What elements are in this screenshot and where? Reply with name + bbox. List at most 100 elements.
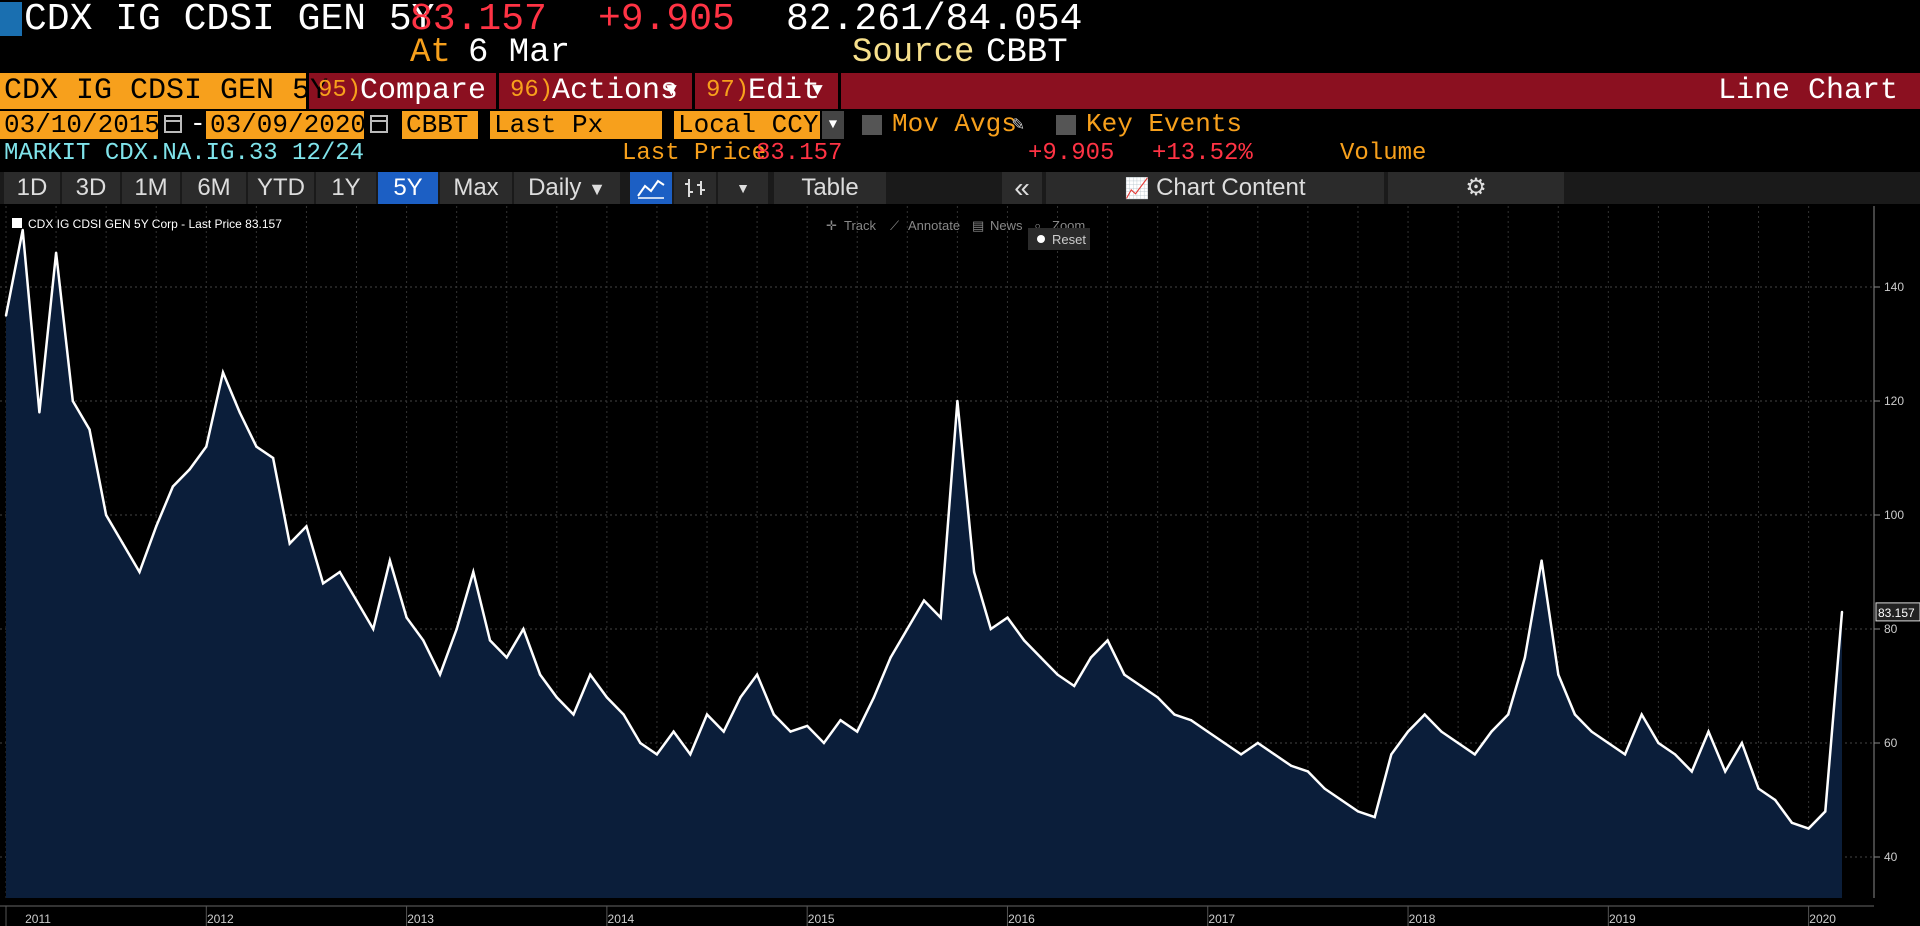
price-point — [1640, 713, 1643, 716]
x-tick-label: 2013 — [407, 912, 434, 926]
period-1d[interactable]: 1D — [4, 172, 60, 204]
start-date-input[interactable]: 03/10/2015 — [0, 111, 160, 139]
key-events-label: Key Events — [1086, 109, 1243, 139]
price-point — [438, 673, 442, 676]
price-point — [1123, 673, 1126, 676]
chart-type-label[interactable]: Line Chart — [1717, 74, 1898, 108]
volume-label: Volume — [1340, 140, 1427, 167]
compare-number: 95) — [318, 77, 362, 104]
edit-menu[interactable]: Edit — [748, 74, 821, 108]
x-tick-label: 2016 — [1008, 912, 1035, 926]
price-point — [639, 741, 642, 745]
price-point — [288, 542, 291, 545]
price-point — [822, 741, 826, 745]
price-chart[interactable]: 40 60 80 100 120 140 2011 2012 2013 2014 2015 2016… — [0, 206, 1920, 926]
table-button[interactable]: Table — [774, 172, 886, 204]
info-change: +9.905 — [1028, 140, 1115, 167]
price-point — [171, 485, 175, 488]
last-value-tag: 83.157 — [1875, 602, 1920, 622]
track-tool[interactable]: Track — [844, 218, 877, 233]
chart-content-icon: 📈 — [1124, 178, 1150, 200]
actions-chevron-down-icon[interactable]: ▼ — [666, 81, 677, 101]
gear-icon[interactable]: ⚙ — [1388, 172, 1564, 204]
price-point — [21, 228, 24, 232]
news-tool[interactable]: News — [990, 218, 1023, 233]
currency-chevron-down-icon[interactable]: ▼ — [822, 111, 844, 139]
actions-menu[interactable]: Actions — [552, 74, 679, 108]
price-point — [38, 411, 41, 414]
price-field-select[interactable]: Last Px — [490, 111, 662, 139]
compare-button[interactable]: Compare — [360, 74, 487, 108]
edit-number: 97) — [706, 77, 750, 104]
annotate-tool[interactable]: Annotate — [908, 218, 960, 233]
reset-button[interactable] — [1028, 228, 1090, 250]
price-point — [605, 696, 609, 699]
frequency-label: Daily — [528, 174, 582, 201]
price-point — [405, 616, 408, 619]
info-row: MARKIT CDX.NA.IG.33 12/24 Last Price 83.… — [0, 140, 1920, 172]
price-point — [238, 411, 241, 414]
price-point — [1523, 656, 1527, 659]
period-1m[interactable]: 1M — [122, 172, 180, 204]
quote-header: CDX IG CDSI GEN 5Y 83.157 +9.905 82.261/… — [0, 0, 1920, 41]
price-point — [355, 599, 358, 602]
price-point — [1840, 610, 1844, 614]
y-tick-label: 140 — [1884, 280, 1904, 294]
price-point — [1490, 730, 1493, 733]
toolbar: CDX IG CDSI GEN 5Y 95) Compare 96) Actio… — [0, 73, 1920, 109]
chart-content-button[interactable]: 📈 Chart Content — [1046, 172, 1384, 204]
price-point — [1022, 639, 1026, 642]
mov-avgs-checkbox[interactable] — [862, 115, 882, 135]
period-3d[interactable]: 3D — [62, 172, 120, 204]
actions-number: 96) — [510, 77, 554, 104]
frequency-select[interactable]: Daily ▼ — [514, 172, 620, 204]
price-point — [1356, 810, 1360, 813]
date-range-row: 03/10/2015 - 03/09/2020 CBBT Last Px Loc… — [0, 109, 1920, 141]
price-point — [205, 445, 208, 448]
price-point — [4, 314, 8, 317]
price-point — [1690, 770, 1694, 773]
price-point — [939, 616, 942, 619]
edit-chevron-down-icon[interactable]: ▼ — [812, 81, 823, 101]
period-max[interactable]: Max — [440, 172, 512, 204]
y-tick-label: 60 — [1884, 736, 1898, 750]
x-tick-label: 2012 — [207, 912, 234, 926]
price-point — [922, 599, 926, 602]
price-point — [1707, 730, 1710, 733]
x-tick-label: 2017 — [1208, 912, 1235, 926]
collapse-double-chevron-icon[interactable]: « — [1002, 172, 1042, 204]
start-calendar-icon[interactable] — [164, 115, 182, 133]
line-chart-icon[interactable] — [630, 172, 672, 204]
price-point — [71, 399, 75, 403]
bar-chart-icon[interactable] — [674, 172, 716, 204]
currency-select[interactable]: Local CCY — [674, 111, 820, 139]
end-calendar-icon[interactable] — [370, 115, 388, 133]
last-price: 83.157 — [410, 0, 547, 41]
price-point — [1173, 713, 1176, 716]
price-point — [488, 639, 492, 642]
period-6m[interactable]: 6M — [182, 172, 246, 204]
price-point — [1189, 719, 1193, 722]
price-point — [121, 542, 125, 545]
day-range: 82.261/84.054 — [786, 0, 1083, 41]
price-point — [872, 696, 876, 699]
security-field[interactable]: CDX IG CDSI GEN 5Y — [0, 73, 328, 109]
price-point — [1473, 753, 1477, 756]
chart-style-chevron-down-icon[interactable]: ▼ — [718, 172, 768, 204]
end-date-input[interactable]: 03/09/2020 — [206, 111, 366, 139]
price-point — [1623, 753, 1627, 756]
price-point — [1590, 730, 1593, 733]
price-point — [1373, 815, 1376, 819]
pricing-source-field[interactable]: CBBT — [402, 111, 478, 139]
period-1y[interactable]: 1Y — [316, 172, 376, 204]
key-events-checkbox[interactable] — [1056, 115, 1076, 135]
price-point — [1456, 741, 1460, 745]
pencil-icon[interactable]: ✎ — [1012, 114, 1025, 137]
price-point — [522, 627, 525, 631]
price-point — [1774, 798, 1777, 802]
reset-label[interactable]: Reset — [1052, 232, 1086, 247]
period-ytd[interactable]: YTD — [248, 172, 314, 204]
price-point — [1406, 730, 1410, 733]
price-point — [1540, 559, 1543, 562]
period-5y[interactable]: 5Y — [378, 172, 438, 204]
